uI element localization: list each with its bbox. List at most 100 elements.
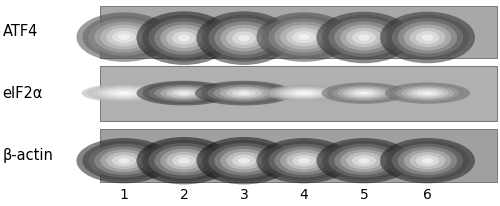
Ellipse shape (417, 90, 438, 96)
Ellipse shape (196, 137, 292, 184)
Ellipse shape (87, 85, 161, 101)
Ellipse shape (340, 149, 388, 172)
Ellipse shape (160, 149, 208, 173)
Ellipse shape (172, 90, 196, 96)
Ellipse shape (269, 86, 339, 100)
Ellipse shape (280, 25, 328, 49)
Ellipse shape (208, 84, 281, 102)
Ellipse shape (346, 152, 382, 169)
Ellipse shape (160, 87, 208, 99)
Ellipse shape (100, 149, 148, 172)
Ellipse shape (358, 34, 370, 41)
Ellipse shape (327, 84, 401, 103)
Ellipse shape (172, 155, 196, 167)
Ellipse shape (334, 146, 394, 175)
Ellipse shape (328, 18, 400, 57)
Ellipse shape (92, 86, 156, 100)
Ellipse shape (136, 137, 232, 184)
Ellipse shape (94, 22, 154, 53)
Ellipse shape (232, 90, 256, 96)
Ellipse shape (390, 84, 464, 103)
Ellipse shape (148, 84, 220, 102)
Ellipse shape (396, 85, 460, 101)
Bar (100, 6, 497, 58)
Ellipse shape (422, 34, 434, 41)
Ellipse shape (201, 82, 287, 104)
Ellipse shape (118, 34, 130, 40)
Ellipse shape (422, 92, 433, 94)
Ellipse shape (262, 15, 345, 59)
Ellipse shape (106, 28, 142, 46)
Ellipse shape (114, 91, 134, 95)
Ellipse shape (348, 89, 380, 97)
Ellipse shape (226, 89, 262, 98)
Text: 6: 6 (423, 188, 432, 202)
Ellipse shape (338, 87, 390, 100)
Ellipse shape (76, 138, 172, 183)
Ellipse shape (398, 146, 457, 175)
Ellipse shape (256, 12, 352, 62)
Ellipse shape (292, 155, 316, 166)
Ellipse shape (410, 28, 446, 47)
Ellipse shape (82, 84, 166, 102)
Ellipse shape (262, 141, 345, 180)
Ellipse shape (154, 146, 214, 176)
Ellipse shape (322, 82, 406, 104)
Ellipse shape (274, 22, 334, 53)
Ellipse shape (136, 81, 232, 105)
Ellipse shape (103, 89, 145, 98)
Ellipse shape (298, 158, 310, 164)
Ellipse shape (340, 25, 388, 50)
Ellipse shape (112, 31, 136, 43)
Ellipse shape (166, 89, 202, 98)
Ellipse shape (332, 85, 396, 101)
Ellipse shape (76, 12, 172, 62)
Ellipse shape (166, 152, 202, 170)
Ellipse shape (380, 138, 475, 183)
Ellipse shape (178, 35, 190, 41)
Ellipse shape (172, 32, 196, 45)
Ellipse shape (232, 155, 256, 167)
Ellipse shape (88, 144, 160, 178)
Ellipse shape (385, 82, 470, 104)
Text: ATF4: ATF4 (2, 25, 38, 39)
Text: 4: 4 (300, 188, 308, 202)
Ellipse shape (298, 34, 310, 40)
Ellipse shape (142, 82, 226, 104)
Ellipse shape (226, 28, 262, 48)
Ellipse shape (108, 90, 140, 97)
Text: eIF2α: eIF2α (2, 86, 43, 101)
Ellipse shape (166, 28, 202, 48)
Ellipse shape (214, 146, 274, 176)
Ellipse shape (404, 25, 451, 50)
Ellipse shape (178, 91, 190, 95)
Ellipse shape (354, 90, 374, 96)
Ellipse shape (202, 140, 285, 181)
Ellipse shape (142, 140, 226, 181)
Ellipse shape (226, 152, 262, 170)
Ellipse shape (148, 18, 220, 58)
Ellipse shape (289, 90, 319, 96)
Ellipse shape (322, 141, 406, 180)
Ellipse shape (401, 87, 454, 100)
Ellipse shape (392, 144, 463, 178)
Ellipse shape (279, 88, 329, 98)
Text: 3: 3 (240, 188, 248, 202)
Ellipse shape (154, 85, 214, 101)
Ellipse shape (238, 35, 250, 41)
Text: β-actin: β-actin (2, 148, 54, 163)
Text: 2: 2 (180, 188, 188, 202)
Ellipse shape (238, 158, 250, 164)
Ellipse shape (160, 25, 208, 52)
Ellipse shape (232, 32, 256, 45)
Ellipse shape (358, 158, 370, 164)
Ellipse shape (334, 21, 394, 54)
Ellipse shape (82, 15, 166, 59)
Ellipse shape (380, 12, 475, 63)
Ellipse shape (343, 88, 385, 98)
Text: 1: 1 (120, 188, 128, 202)
Ellipse shape (142, 15, 226, 62)
Ellipse shape (280, 149, 328, 172)
Bar (100, 66, 497, 121)
Ellipse shape (294, 91, 314, 95)
